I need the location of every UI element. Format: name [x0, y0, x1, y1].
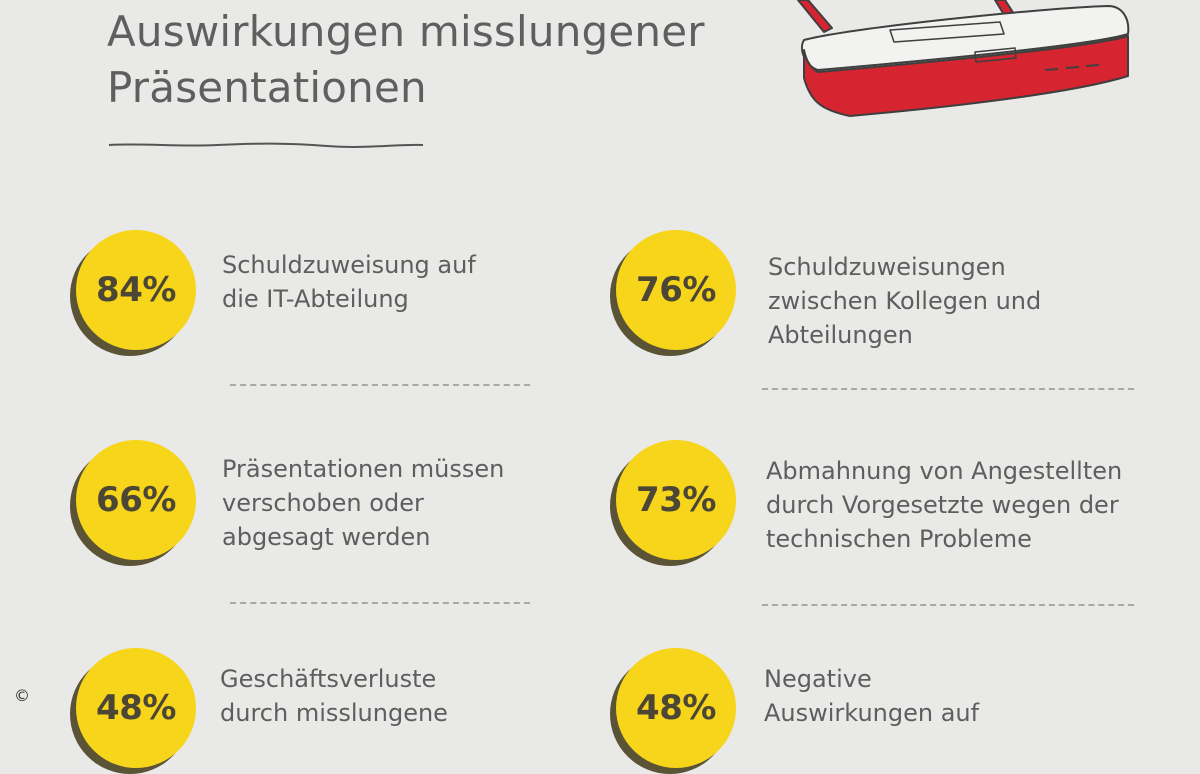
percentage-badge: 48%: [70, 648, 196, 774]
percentage-value: 73%: [636, 480, 716, 520]
percentage-value: 48%: [96, 688, 176, 728]
dashed-divider: [762, 388, 1134, 390]
percentage-badge: 76%: [610, 230, 736, 356]
percentage-value: 48%: [636, 688, 716, 728]
stat-description: Schuldzuweisungen zwischen Kollegen und …: [768, 253, 1042, 349]
page-title: Auswirkungen misslungener Präsentationen: [107, 7, 705, 112]
stat-description: Präsentationen müssen verschoben oder ab…: [222, 455, 505, 551]
dashed-divider: [230, 602, 530, 604]
percentage-value: 66%: [96, 480, 176, 520]
percentage-value: 84%: [96, 270, 176, 310]
router-illustration: [797, 0, 1130, 117]
percentage-badge: 73%: [610, 440, 736, 566]
dashed-divider: [230, 384, 530, 386]
dashed-divider: [762, 604, 1134, 606]
stat-description: Schuldzuweisung auf die IT-Abteilung: [222, 251, 476, 313]
stat-description: Geschäftsverluste durch misslungene: [220, 665, 448, 727]
badge-circle: [616, 440, 736, 560]
badge-circle: [76, 440, 196, 560]
badge-circle: [76, 230, 196, 350]
stat-description: Abmahnung von Angestellten durch Vorgese…: [766, 457, 1123, 553]
percentage-badge: 84%: [70, 230, 196, 356]
badge-circle: [616, 230, 736, 350]
copyright-icon: ©: [14, 686, 30, 705]
infographic: Auswirkungen misslungener Präsentationen…: [14, 0, 1134, 774]
percentage-badge: 66%: [70, 440, 196, 566]
percentage-value: 76%: [636, 270, 716, 310]
title-underline: [108, 142, 424, 148]
percentage-badge: 48%: [610, 648, 736, 774]
